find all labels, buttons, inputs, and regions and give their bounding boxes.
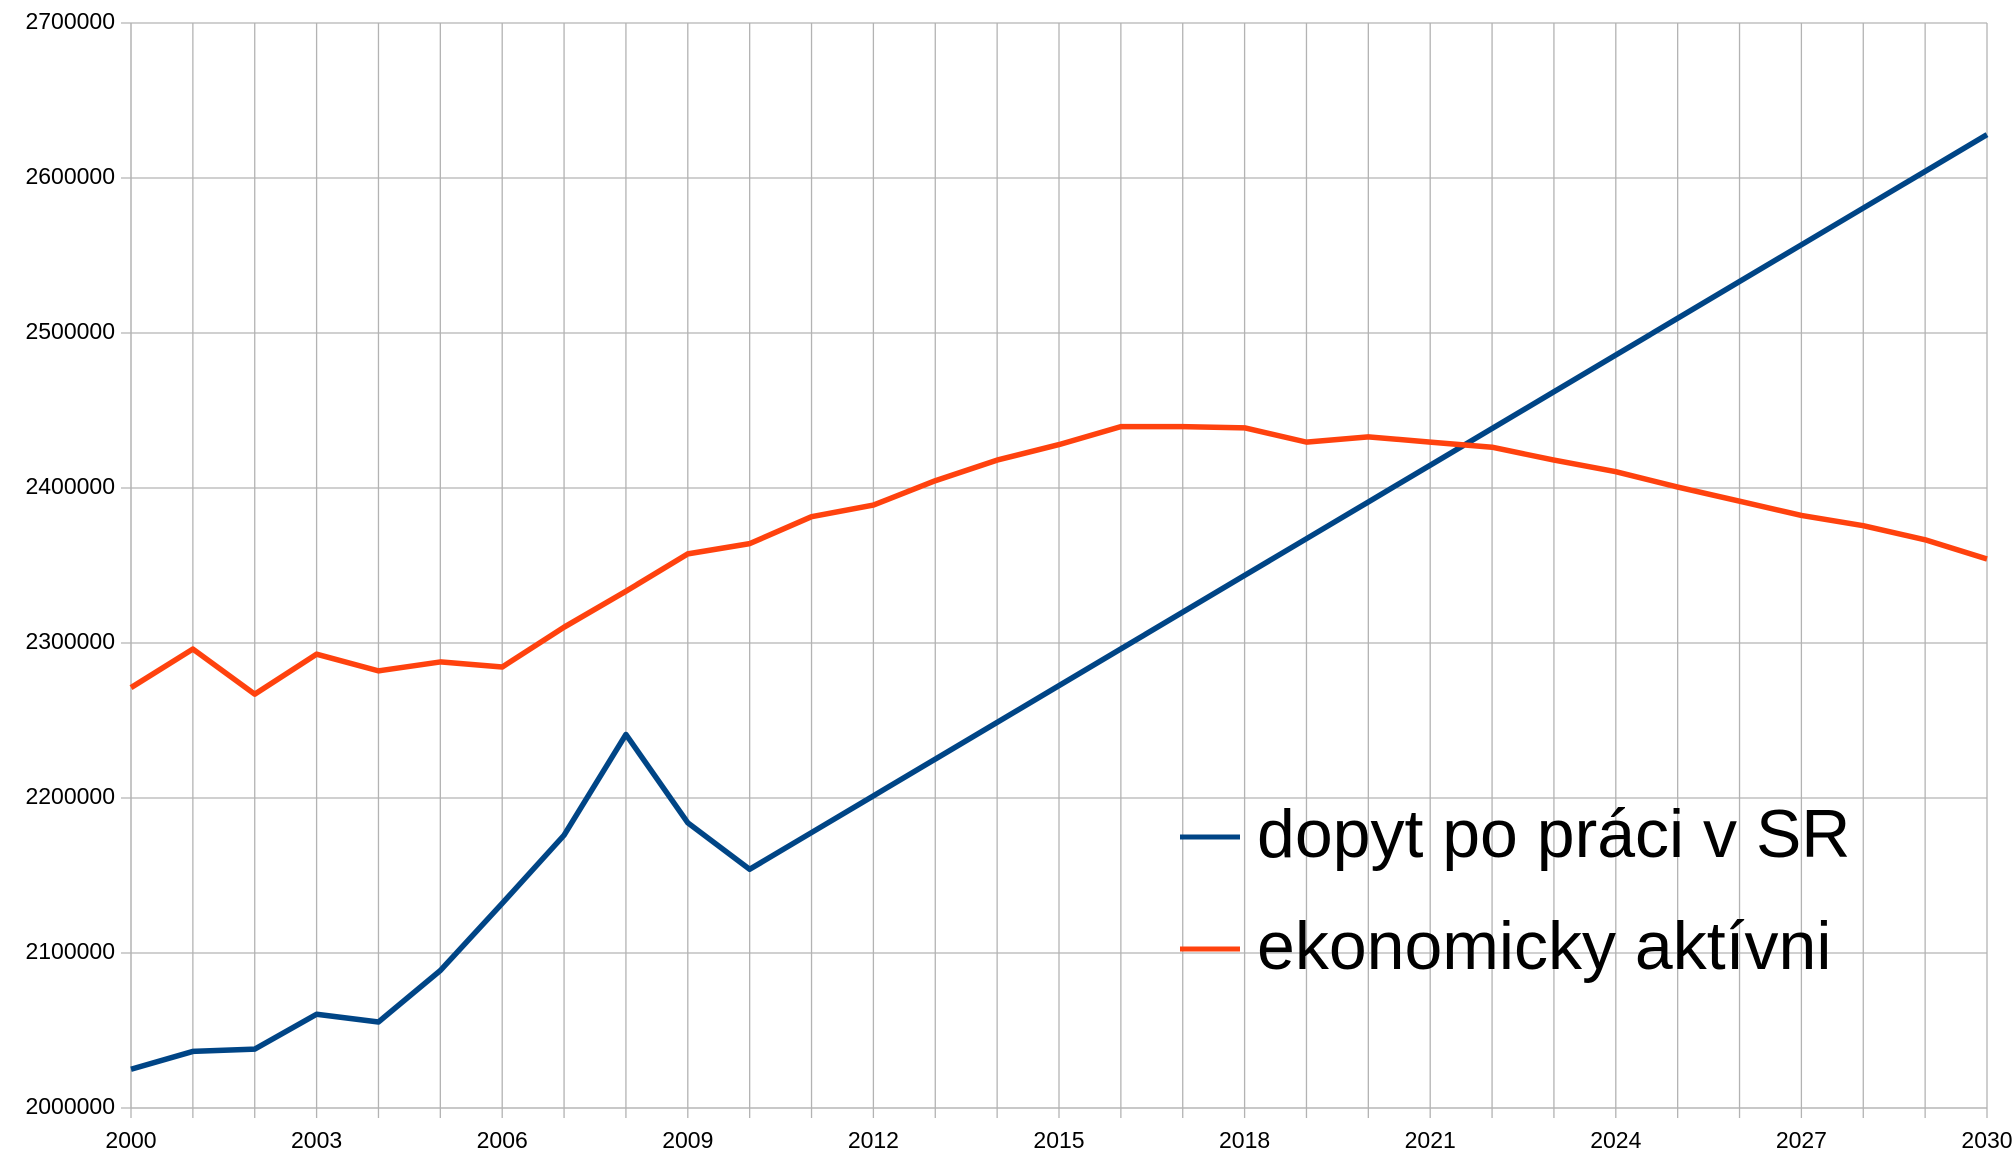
x-tick-label: 2015 [1033,1127,1084,1153]
series-line [130,132,1989,1072]
x-tick-label: 2021 [1405,1127,1456,1153]
y-tick-label: 2100000 [25,938,115,964]
x-tick-label: 2012 [848,1127,899,1153]
x-tick-label: 2003 [291,1127,342,1153]
y-tick-label: 2300000 [25,628,115,654]
x-tick-label: 2018 [1219,1127,1270,1153]
x-tick-label: 2027 [1776,1127,1827,1153]
y-tick-label: 2600000 [25,163,115,189]
x-tick-label: 2030 [1961,1127,2012,1153]
x-tick-label: 2000 [105,1127,156,1153]
series-line [129,423,1988,697]
x-tick-label: 2009 [662,1127,713,1153]
y-tick-label: 2700000 [25,8,115,34]
y-tick-label: 2500000 [25,318,115,344]
y-tick-label: 2200000 [25,783,115,809]
y-tick-label: 2400000 [25,473,115,499]
x-tick-label: 2006 [477,1127,528,1153]
y-tick-label: 2000000 [25,1093,115,1119]
legend-label: dopyt po práci v SR [1257,796,1850,872]
x-tick-label: 2024 [1590,1127,1641,1153]
legend-label: ekonomicky aktívni [1257,908,1831,984]
